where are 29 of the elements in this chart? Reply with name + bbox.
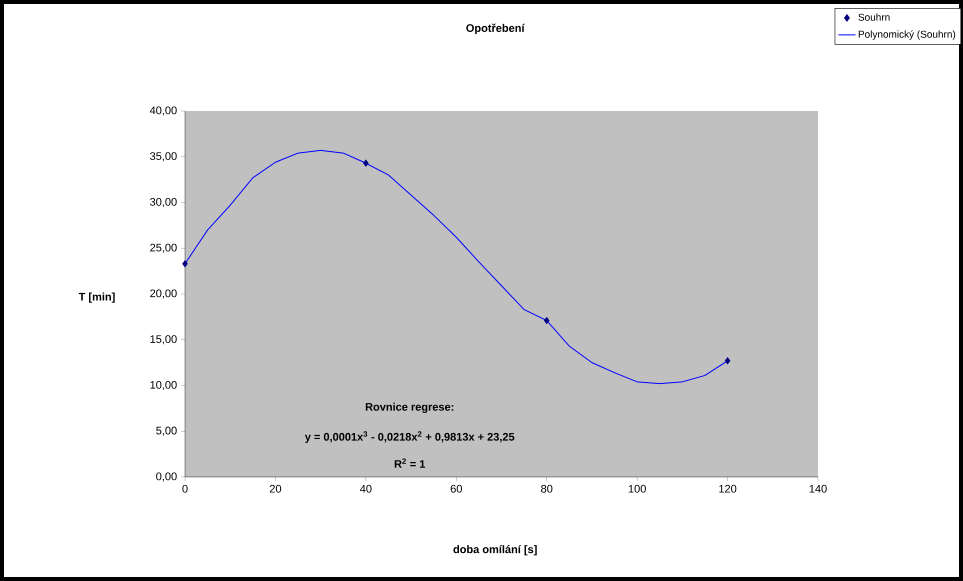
annotation: Rovnice regrese: [366,402,454,413]
x-tick-label: 40 [360,484,372,493]
y-tick-label: 30,00 [150,198,177,208]
x-axis-title: doba omílání [s] [453,545,537,556]
annotation: R$^{2}$ = 1 [394,458,426,468]
x-tick-label: 0 [182,484,188,493]
legend-label: Polynomický (Souhrn) [858,30,956,40]
x-tick-label: 100 [628,484,646,493]
point [544,316,550,324]
point [724,357,730,364]
y-tick-label: 5,00 [156,426,177,436]
point [363,159,369,167]
legend-label: Souhrn [858,13,890,21]
x-tick-label: 60 [450,484,462,493]
y-tick-label: 20,00 [150,289,177,299]
point [182,260,188,268]
y-tick-label: 40,00 [150,106,177,116]
annotation: y = 0,0001x$^{3}$ - 0,0218x$^{2}$ + 0,9813x + 23,25 [304,431,514,443]
y-tick-label: 35,00 [150,152,177,162]
y-tick-label: 10,00 [150,380,177,390]
chart-title: Opotřebení [466,24,525,34]
x-tick-label: 80 [541,484,552,493]
y-tick-label: 0,00 [156,472,177,482]
y-tick-label: 25,00 [150,244,177,253]
y-axis-title: T [min] [78,292,115,303]
x-tick-label: 120 [719,484,736,493]
x-tick-label: 140 [810,484,827,493]
x-tick-label: 20 [270,484,282,493]
y-tick-label: 15,00 [150,335,177,344]
